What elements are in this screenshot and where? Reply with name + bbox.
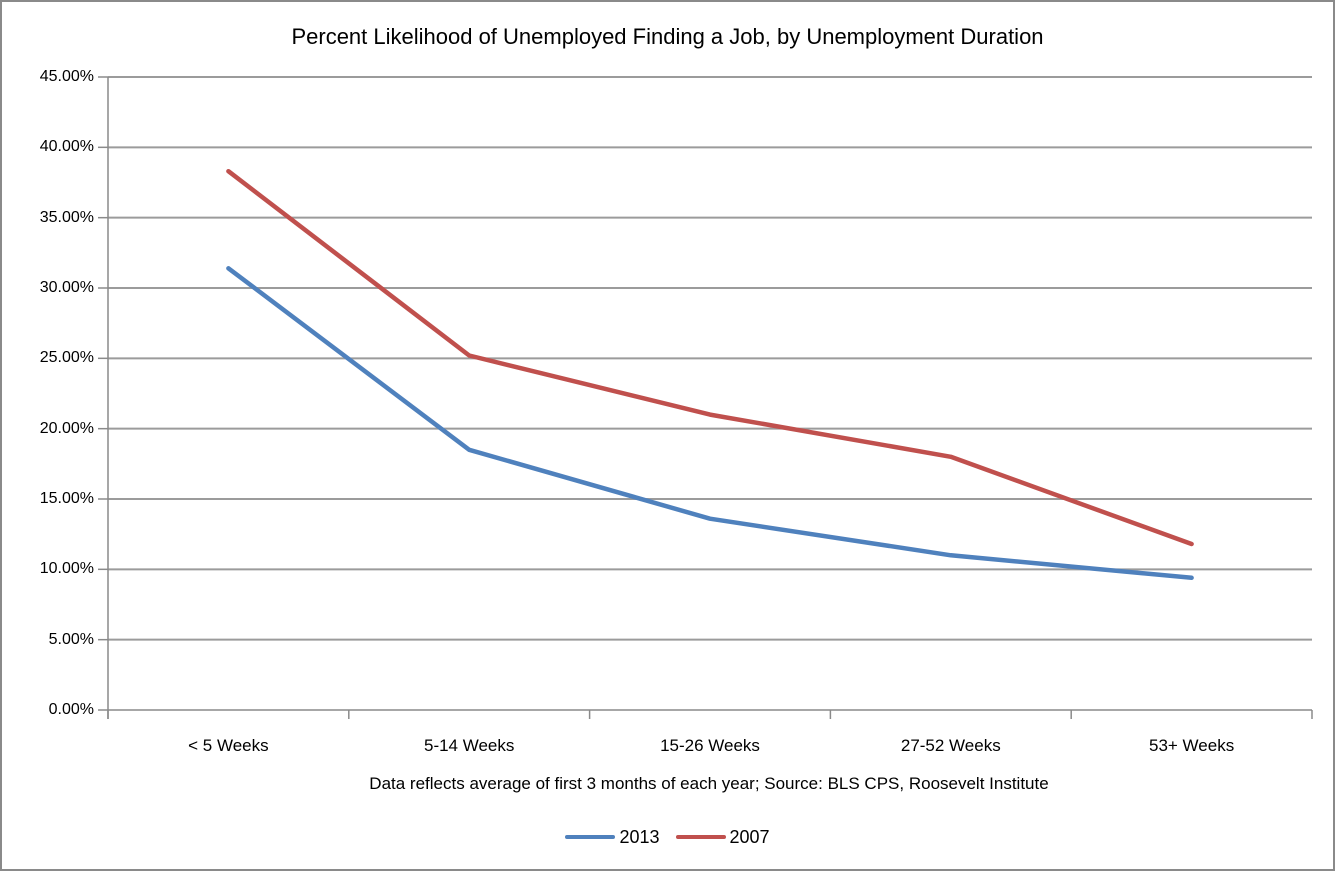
x-category-label: < 5 Weeks bbox=[188, 736, 269, 755]
legend-swatch-2007 bbox=[675, 835, 726, 839]
x-category-label: 5-14 Weeks bbox=[423, 736, 515, 755]
x-category-label: 15-26 Weeks bbox=[660, 736, 760, 755]
x-category-label: 53+ Weeks bbox=[1148, 736, 1235, 755]
y-tick-label: 0.00% bbox=[48, 701, 94, 718]
y-tick-label: 30.00% bbox=[39, 279, 94, 296]
x-category-label: 27-52 Weeks bbox=[900, 736, 1001, 755]
y-tick-label: 20.00% bbox=[39, 419, 94, 437]
chart-title: Percent Likelihood of Unemployed Finding… bbox=[291, 24, 1044, 49]
legend-label: 2013 bbox=[619, 827, 660, 847]
chart-footnote: Data reflects average of first 3 months … bbox=[369, 774, 1049, 793]
legend-label: 2007 bbox=[729, 827, 770, 847]
y-tick-label: 45.00% bbox=[39, 68, 94, 85]
legend: 2013 2007 bbox=[2, 826, 1333, 848]
y-tick-label: 35.00% bbox=[39, 208, 94, 226]
y-tick-label: 40.00% bbox=[39, 138, 94, 156]
y-tick-label: 5.00% bbox=[48, 630, 94, 648]
y-tick-label: 25.00% bbox=[39, 349, 94, 367]
y-tick-label: 10.00% bbox=[39, 560, 94, 578]
y-tick-label: 15.00% bbox=[39, 490, 94, 507]
legend-item-2007: 2007 bbox=[675, 826, 770, 848]
legend-swatch-2013 bbox=[565, 835, 616, 839]
series-line-2007 bbox=[226, 168, 1194, 547]
series-line-2013 bbox=[226, 266, 1194, 581]
legend-item-2013: 2013 bbox=[565, 826, 660, 848]
